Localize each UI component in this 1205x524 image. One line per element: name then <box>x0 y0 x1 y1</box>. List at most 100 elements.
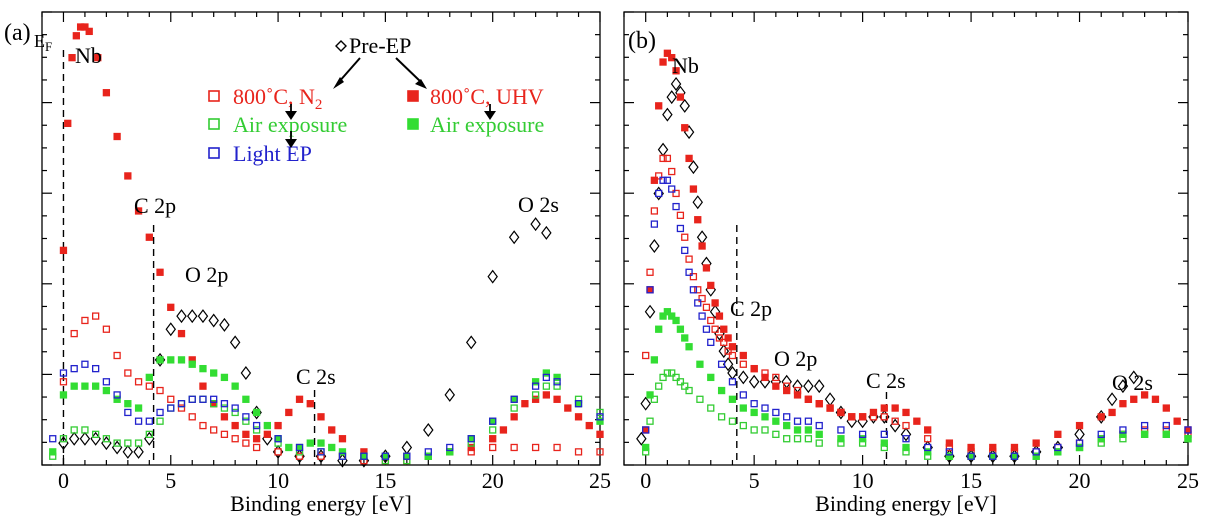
data-point <box>728 351 737 360</box>
annotation-c-2s: C 2s <box>296 364 336 389</box>
data-point <box>694 299 702 307</box>
data-point <box>113 391 121 399</box>
data-point <box>92 430 100 438</box>
data-point <box>133 444 144 459</box>
data-point <box>967 443 975 452</box>
data-point <box>644 304 656 319</box>
data-point <box>252 426 261 434</box>
data-point <box>122 444 134 459</box>
data-point <box>772 430 780 438</box>
data-point <box>672 189 680 198</box>
data-point <box>1032 439 1040 447</box>
data-point <box>869 408 878 417</box>
data-point <box>1128 370 1140 385</box>
data-point <box>553 378 561 386</box>
data-point <box>1130 395 1138 403</box>
data-point <box>531 378 540 386</box>
data-point <box>199 395 207 403</box>
data-point <box>210 400 218 408</box>
data-point <box>208 313 219 328</box>
data-point <box>692 195 704 210</box>
x-tick-label: 25 <box>1177 468 1199 493</box>
data-point <box>728 417 737 425</box>
data-point <box>685 268 693 276</box>
data-point <box>738 370 749 385</box>
data-point <box>124 408 132 417</box>
data-point <box>657 142 669 157</box>
annotation-o-2s: O 2s <box>518 192 559 217</box>
data-point <box>848 413 856 421</box>
data-point <box>748 374 760 389</box>
data-point <box>1054 430 1062 438</box>
data-point <box>1032 448 1040 456</box>
data-point <box>188 395 196 403</box>
data-point <box>739 404 747 412</box>
x-tick-label: 5 <box>749 468 760 493</box>
data-point <box>424 452 432 460</box>
data-point <box>489 417 497 425</box>
data-point <box>574 448 583 456</box>
data-point <box>124 439 132 447</box>
data-point <box>646 391 654 399</box>
data-point <box>219 317 230 332</box>
annotation-nb: Nb <box>672 53 699 78</box>
data-point <box>285 408 293 417</box>
data-point <box>804 426 813 434</box>
data-point <box>640 396 651 411</box>
data-point <box>59 378 68 386</box>
data-point <box>750 408 758 417</box>
data-point <box>124 369 132 377</box>
data-point <box>858 430 867 438</box>
data-point <box>711 299 719 307</box>
data-point <box>295 443 304 452</box>
data-point <box>689 185 698 193</box>
data-point <box>1032 452 1040 460</box>
data-point <box>285 443 293 452</box>
data-point <box>59 391 68 399</box>
x-tick-label: 15 <box>374 468 396 493</box>
data-point <box>681 382 689 390</box>
data-point <box>1162 404 1170 412</box>
data-point <box>685 154 693 163</box>
data-point <box>924 448 932 456</box>
annotation-e: EF <box>34 31 52 54</box>
data-point <box>274 435 282 443</box>
data-point <box>499 426 508 434</box>
data-point <box>242 413 250 421</box>
data-point <box>1054 443 1062 452</box>
data-point <box>783 413 791 421</box>
data-point <box>134 378 143 386</box>
data-point <box>542 391 550 399</box>
data-point <box>242 417 250 425</box>
data-point <box>596 408 604 417</box>
data-point <box>85 27 93 36</box>
legend-marker-air-n2 <box>208 118 220 130</box>
data-point <box>274 435 282 443</box>
data-point <box>793 435 802 443</box>
data-point <box>145 430 153 438</box>
data-point <box>1162 421 1170 430</box>
data-point <box>676 224 685 233</box>
data-point <box>156 356 164 364</box>
data-point <box>967 452 975 460</box>
data-point <box>793 417 802 425</box>
data-point <box>689 286 698 294</box>
data-point <box>696 395 704 403</box>
data-point <box>783 421 791 430</box>
data-point <box>360 452 368 460</box>
data-point <box>381 452 390 460</box>
data-point <box>113 351 121 360</box>
data-point <box>220 430 229 438</box>
data-point <box>177 404 186 412</box>
data-point <box>49 435 57 443</box>
data-point <box>274 421 282 430</box>
data-point <box>655 189 663 198</box>
legend-arrow-left <box>333 57 361 89</box>
data-point <box>783 386 791 395</box>
data-point <box>646 268 654 276</box>
data-point <box>263 421 271 430</box>
data-point <box>709 304 721 319</box>
annotation-c-2p: C 2p <box>134 193 176 218</box>
